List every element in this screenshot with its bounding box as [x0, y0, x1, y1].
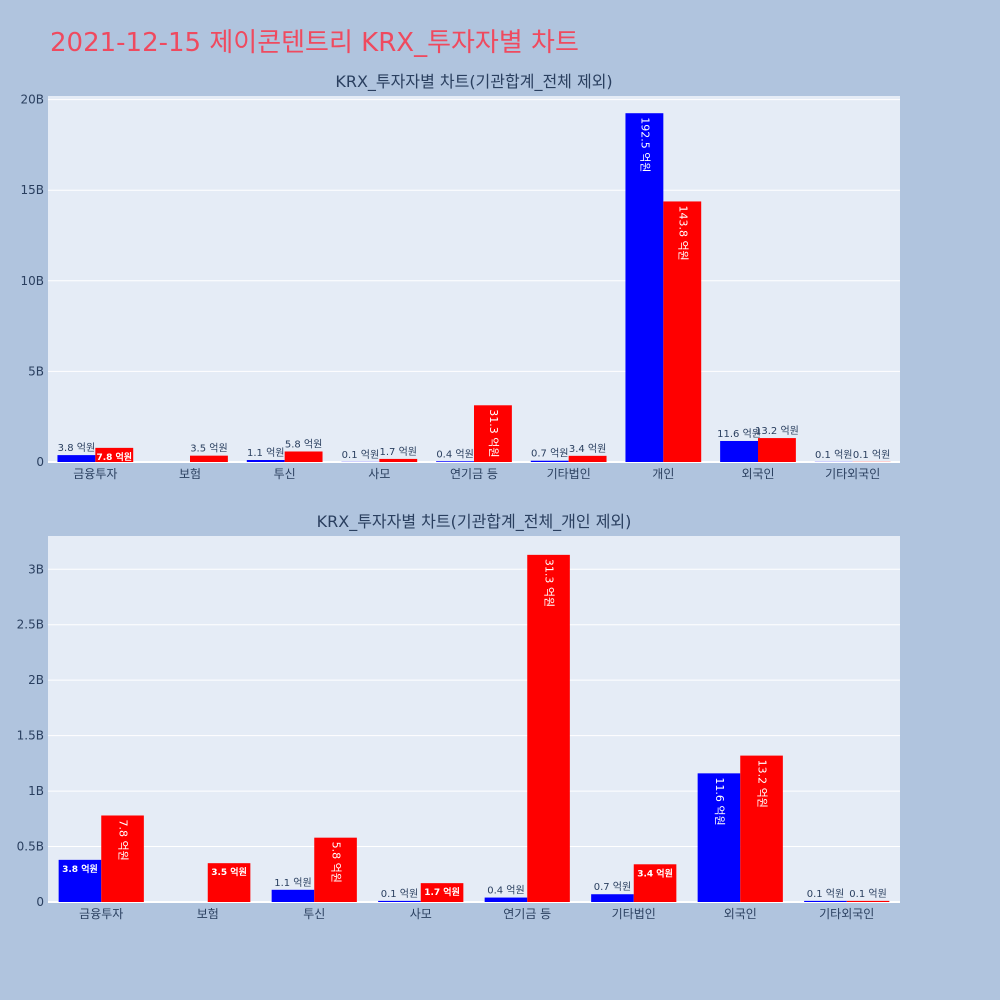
- data-label: 31.3 억원: [543, 559, 556, 607]
- y-tick-label: 0: [36, 455, 44, 469]
- y-tick-label: 0.5B: [17, 840, 44, 854]
- data-label: 0.7 억원: [531, 448, 568, 460]
- page-title: 2021-12-15 제이콘텐트리 KRX_투자자별 차트: [50, 28, 579, 58]
- y-tick-label: 2.5B: [17, 618, 44, 632]
- x-tick-label: 기타외국인: [825, 467, 880, 481]
- y-tick-label: 20B: [20, 93, 44, 107]
- chart-all-investors: KRX_투자자별 차트(기관합계_전체 제외) 0 5B 10B 15B 20B 금융투자 3…: [20, 72, 900, 481]
- data-label: 3.4 억원: [637, 867, 673, 879]
- data-label: 13.2 억원: [755, 425, 799, 437]
- data-label: 143.8 억원: [676, 205, 689, 260]
- bar: [740, 755, 783, 902]
- data-label: 0.1 억원: [815, 449, 852, 461]
- y-tick-label: 15B: [20, 183, 44, 197]
- bar: [190, 455, 228, 462]
- x-tick-label: 외국인: [724, 907, 757, 921]
- data-label: 3.4 억원: [569, 443, 606, 455]
- data-label: 13.2 억원: [756, 760, 769, 808]
- bar: [207, 863, 251, 902]
- x-tick-label: 기타법인: [547, 467, 591, 481]
- bar: [663, 201, 702, 463]
- data-label: 31.3 억원: [487, 409, 500, 457]
- bar: [530, 460, 569, 462]
- data-label: 0.4 억원: [436, 448, 473, 460]
- y-tick-label: 3B: [28, 562, 44, 576]
- data-label: 192.5 억원: [638, 117, 651, 172]
- y-tick-label: 5B: [28, 364, 44, 378]
- data-label: 5.8 억원: [285, 438, 322, 450]
- plot-area: [48, 96, 900, 462]
- data-label: 0.1 억원: [849, 888, 886, 900]
- data-label: 0.1 억원: [853, 449, 890, 461]
- chart-title: KRX_투자자별 차트(기관합계_전체_개인 제외): [317, 512, 632, 532]
- bar: [57, 455, 96, 462]
- data-label: 5.8 억원: [330, 842, 343, 883]
- data-label: 1.1 억원: [247, 447, 284, 459]
- x-tick-label: 연기금 등: [503, 907, 551, 921]
- data-label: 3.8 억원: [62, 863, 98, 875]
- bar: [484, 897, 528, 902]
- data-label: 0.1 억원: [381, 888, 418, 900]
- bar: [246, 460, 285, 462]
- data-label: 0.7 억원: [594, 881, 631, 893]
- bar: [527, 554, 570, 902]
- chart-title: KRX_투자자별 차트(기관합계_전체 제외): [335, 72, 612, 92]
- bar: [633, 864, 677, 902]
- data-label: 3.8 억원: [58, 442, 95, 454]
- data-label: 0.1 억원: [807, 888, 844, 900]
- bar: [625, 113, 664, 462]
- bar: [378, 900, 421, 902]
- chart-excluding-individuals: KRX_투자자별 차트(기관합계_전체_개인 제외) 0 0.5B 1B 1.5B 2B 2…: [17, 512, 900, 921]
- data-label: 1.7 억원: [380, 446, 417, 458]
- x-tick-label: 연기금 등: [450, 467, 498, 481]
- bar: [436, 461, 474, 462]
- bar: [314, 837, 357, 902]
- bar: [758, 438, 796, 462]
- x-tick-label: 사모: [368, 467, 390, 481]
- bar: [697, 773, 741, 902]
- bar: [58, 859, 102, 902]
- data-label: 7.8 억원: [96, 451, 132, 463]
- bar: [591, 894, 634, 902]
- y-tick-label: 1.5B: [17, 729, 44, 743]
- x-tick-label: 보험: [179, 467, 201, 481]
- bar: [284, 451, 323, 462]
- bar: [271, 889, 315, 902]
- x-tick-label: 기타법인: [612, 907, 656, 921]
- data-label: 11.6 억원: [717, 428, 761, 440]
- data-label: 11.6 억원: [713, 777, 726, 825]
- data-label: 3.5 억원: [190, 443, 227, 455]
- bar: [379, 458, 418, 462]
- y-tick-label: 2B: [28, 673, 44, 687]
- y-tick-label: 1B: [28, 784, 44, 798]
- x-tick-label: 투신: [274, 467, 296, 481]
- data-label: 0.1 억원: [342, 449, 379, 461]
- data-label: 3.5 억원: [211, 866, 247, 878]
- x-tick-label: 보험: [197, 907, 219, 921]
- bar: [95, 447, 134, 462]
- x-tick-label: 투신: [303, 907, 325, 921]
- bar: [846, 900, 890, 902]
- data-label: 1.1 억원: [274, 877, 311, 889]
- data-label: 1.7 억원: [424, 886, 460, 898]
- x-tick-label: 금융투자: [73, 467, 117, 481]
- x-tick-label: 금융투자: [79, 907, 123, 921]
- x-tick-label: 외국인: [741, 467, 774, 481]
- bar: [420, 883, 464, 902]
- bar: [101, 815, 144, 902]
- bar: [720, 440, 758, 462]
- bar: [804, 900, 847, 902]
- bar: [474, 405, 512, 462]
- bar: [568, 455, 607, 462]
- data-label: 0.4 억원: [487, 885, 524, 897]
- x-tick-label: 개인: [652, 467, 674, 481]
- y-tick-label: 10B: [20, 274, 44, 288]
- x-tick-label: 기타외국인: [819, 907, 874, 921]
- x-tick-label: 사모: [410, 907, 432, 921]
- data-label: 7.8 억원: [117, 819, 130, 860]
- y-tick-label: 0: [36, 895, 44, 909]
